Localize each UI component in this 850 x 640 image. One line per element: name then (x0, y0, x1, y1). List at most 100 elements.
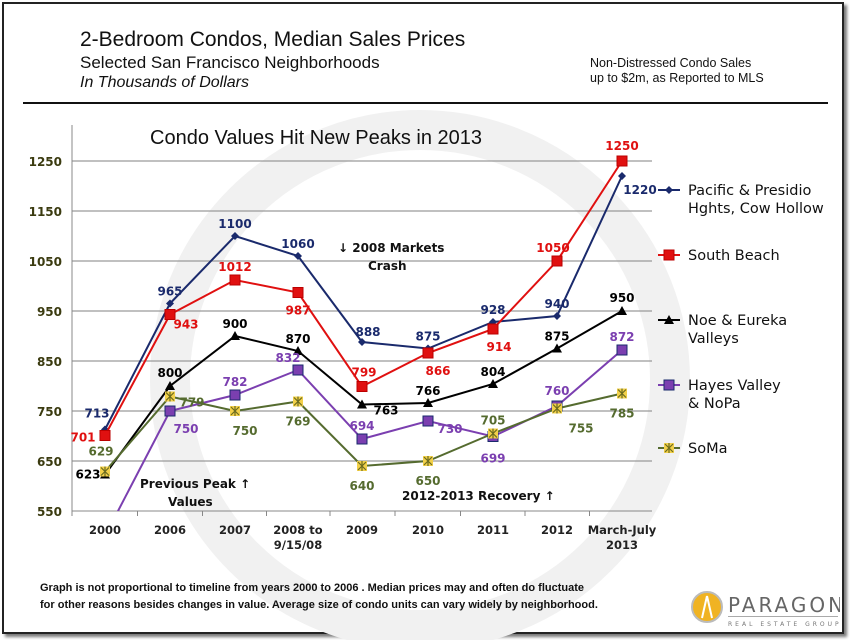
data-point (358, 338, 366, 346)
data-label: 804 (480, 365, 505, 379)
data-point (356, 381, 368, 392)
data-label: 888 (355, 325, 380, 339)
svg-text:PARAGON: PARAGON (728, 593, 840, 617)
data-label: 872 (609, 330, 634, 344)
data-point (357, 399, 367, 409)
data-point (99, 430, 111, 441)
data-label: 730 (437, 422, 462, 436)
data-label: 766 (415, 384, 440, 398)
data-label: 785 (609, 407, 634, 421)
x-tick-label: March-July 2013 (588, 523, 657, 552)
y-tick-label: 1250 (29, 155, 62, 169)
data-point (618, 172, 626, 180)
legend-entry: SoMa (688, 441, 727, 457)
data-label: 1250 (605, 139, 638, 153)
x-tick-label: 2010 (412, 523, 444, 537)
data-label: 779 (179, 396, 204, 410)
data-label: 914 (486, 340, 511, 354)
data-label: 940 (544, 297, 569, 311)
data-point (165, 391, 175, 402)
note-line-1: Non-Distressed Condo Sales (590, 56, 752, 70)
data-label: 1012 (218, 260, 251, 274)
data-point (230, 406, 240, 416)
data-label: 799 (351, 366, 376, 380)
data-point (665, 186, 673, 194)
data-label: 1050 (536, 241, 569, 255)
chart-title: 2-Bedroom Condos, Median Sales Prices (80, 28, 466, 51)
y-tick-label: 850 (37, 355, 62, 369)
data-point (229, 389, 241, 401)
data-point (488, 379, 498, 388)
data-label: 943 (173, 318, 198, 332)
data-label: 701 (70, 431, 95, 445)
svg-text:REAL ESTATE GROUP: REAL ESTATE GROUP (728, 621, 840, 628)
data-point (664, 315, 674, 324)
data-point (164, 309, 176, 320)
x-tick-label: 2009 (346, 523, 378, 537)
data-label: 629 (88, 445, 113, 459)
data-point (551, 255, 563, 267)
annotation: 2012-2013 Recovery ↑ (402, 489, 555, 503)
data-point (616, 155, 628, 167)
data-point (166, 299, 174, 308)
data-point (100, 466, 110, 477)
data-point (231, 232, 239, 240)
data-label: 1100 (218, 217, 251, 231)
x-tick-label: 2006 (154, 523, 186, 537)
annotation: Crash (368, 259, 407, 273)
data-point (423, 456, 433, 466)
data-label: 900 (222, 317, 247, 331)
data-point (552, 403, 562, 414)
data-label: 987 (285, 304, 310, 318)
data-label: 760 (544, 384, 569, 398)
data-label: 750 (232, 424, 257, 438)
data-point (422, 415, 434, 427)
annotation: Values (168, 495, 213, 509)
data-label: 875 (544, 330, 569, 344)
legend-entry: South Beach (688, 248, 780, 264)
data-label: 950 (609, 291, 634, 305)
annotation: Previous Peak ↑ (140, 477, 250, 491)
data-point (357, 461, 367, 471)
data-label: 699 (480, 452, 505, 466)
data-label: 1220 (623, 183, 656, 197)
data-label: 755 (568, 422, 593, 436)
data-point (488, 428, 498, 439)
x-tick-label: 2012 (541, 523, 573, 537)
data-point (293, 396, 303, 407)
data-point (664, 443, 674, 453)
legend-entry: Pacific & Presidio Hghts, Cow Hollow (688, 183, 824, 217)
data-label: 928 (480, 303, 505, 317)
data-label: 694 (349, 419, 374, 433)
data-label: 750 (173, 422, 198, 436)
data-point (553, 312, 561, 320)
data-point (552, 343, 562, 353)
data-point (423, 398, 433, 407)
y-tick-label: 1150 (29, 205, 62, 219)
y-tick-label: 550 (37, 505, 62, 519)
x-tick-label: 2008 to 9/15/08 (273, 523, 323, 552)
footer-line-2: for other reasons besides changes in val… (40, 599, 598, 611)
footer-note: Graph is not proportional to timeline fr… (40, 580, 598, 614)
data-point (356, 433, 368, 445)
data-point (294, 252, 302, 260)
x-tick-label: 2000 (89, 523, 121, 537)
data-point (663, 379, 675, 391)
data-point (230, 331, 240, 340)
data-label: 782 (222, 375, 247, 389)
data-label: 832 (275, 351, 300, 365)
chart-subtitle: Selected San Francisco Neighborhoods (80, 53, 380, 72)
data-point (422, 347, 434, 359)
data-label: 965 (157, 285, 182, 299)
header-rule (23, 102, 828, 104)
y-tick-label: 1050 (29, 255, 62, 269)
paragon-logo: PARAGON REAL ESTATE GROUP (690, 590, 843, 635)
data-point (617, 306, 627, 315)
y-tick-label: 750 (37, 405, 62, 419)
data-point (292, 364, 304, 376)
data-point (292, 287, 304, 298)
data-label: 623 (75, 468, 100, 482)
data-label: 875 (415, 330, 440, 344)
